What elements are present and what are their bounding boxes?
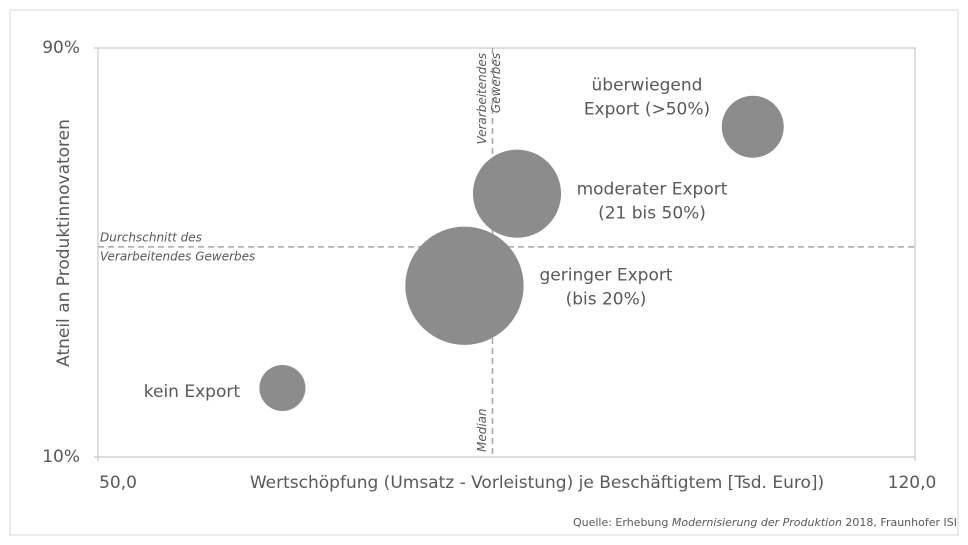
bubble-label: (bis 20%) [566,290,647,310]
reference-label: Verarbeitendes Gewerbes [100,249,255,263]
y-tick-label: 10% [42,447,80,467]
bubble-label: kein Export [144,382,241,402]
bubble-label: moderater Export [577,180,728,200]
reference-label: Verarbeitendes [475,53,489,144]
reference-label: Median [475,408,489,452]
frame [9,9,959,536]
bubble [405,226,524,345]
reference-label: Durchschnitt des [100,230,202,244]
source: Quelle: Erhebung Modernisierung der Prod… [573,516,957,529]
reference-label: Gewerbes [489,53,503,113]
y-tick-label: 90% [42,38,80,58]
bubble [472,149,562,238]
bubble-label: Export (>50%) [584,100,710,120]
bubble-label: (21 bis 50%) [598,204,706,224]
plot-area [97,47,916,458]
source-part: Quelle: Erhebung [573,516,672,529]
x-tick-label: 120,0 [888,473,937,493]
bubble [721,95,784,158]
y-axis-title: Atneil an Produktinnovatoren [54,119,74,367]
x-axis-title: Wertschöpfung (Umsatz - Vorleistung) je … [250,473,824,493]
bubble-label: geringer Export [539,266,672,286]
bubble [259,364,306,412]
source-part: Modernisierung der Produktion [672,516,842,529]
bubble-label: überwiegend [592,76,703,96]
source-part: 2018, Fraunhofer ISI [842,516,957,529]
x-tick-label: 50,0 [99,473,137,493]
